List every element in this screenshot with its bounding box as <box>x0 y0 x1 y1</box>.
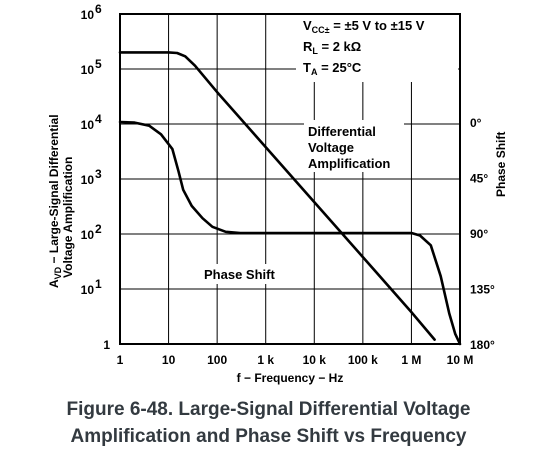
y-tick-exponent: 3 <box>95 167 102 181</box>
plot-frame <box>119 13 461 345</box>
x-tick-label: 10 <box>162 353 176 367</box>
x-axis-label: f − Frequency − Hz <box>237 371 344 385</box>
gain-series-label-line3: Amplification <box>308 156 390 171</box>
x-tick-label: 10 k <box>303 353 327 367</box>
y2-axis-label: Phase Shift <box>494 132 508 197</box>
condition-rl: RL = 2 kΩ <box>303 39 361 56</box>
figure-caption-line2: Amplification and Phase Shift vs Frequen… <box>70 426 467 447</box>
phase-series-label: Phase Shift <box>204 267 275 282</box>
y-tick-label: 10 <box>81 173 95 187</box>
conditions-box-background <box>296 14 458 82</box>
y2-tick-labels: 0° 45° 90° 135° 180° <box>470 116 495 352</box>
phase-series-line <box>118 120 462 346</box>
condition-vcc: VCC± = ±5 V to ±15 V <box>303 18 425 35</box>
y2-tick-label: 90° <box>470 227 488 241</box>
y-tick-exponent: 6 <box>95 2 102 16</box>
y-tick-label: 10 <box>81 63 95 77</box>
gain-series-line <box>118 51 436 341</box>
x-tick-label: 1 k <box>257 353 274 367</box>
y-tick-exponent: 4 <box>95 112 102 126</box>
phase-label-background <box>198 264 288 284</box>
y-tick-exponent: 1 <box>95 277 102 291</box>
x-tick-labels: 1 10 100 1 k 10 k 100 k 1 M 10 M <box>117 353 474 367</box>
gain-series-label-line2: Voltage <box>308 140 354 155</box>
y-tick-label: 1 <box>103 338 110 352</box>
x-tick-label: 100 <box>207 353 227 367</box>
gain-label-background <box>304 120 404 172</box>
y-tick-exponent: 2 <box>95 222 102 236</box>
y-tick-exponent: 5 <box>95 57 102 71</box>
y-tick-label: 10 <box>81 283 95 297</box>
condition-ta: TA = 25°C <box>303 60 362 77</box>
y2-tick-label: 0° <box>470 116 482 130</box>
series-lines <box>118 51 462 346</box>
y-axis-label-line2: Voltage Amplification <box>61 157 75 278</box>
y-tick-label: 10 <box>81 8 95 22</box>
figure-caption-line1: Figure 6-48. Large-Signal Differential V… <box>66 399 471 420</box>
y-tick-label: 10 <box>81 118 95 132</box>
y-axis-label-line1: AVD − Large-Signal Differential <box>47 114 63 288</box>
x-tick-label: 1 M <box>401 353 421 367</box>
x-tick-label: 100 k <box>348 353 378 367</box>
y2-tick-label: 45° <box>470 172 488 186</box>
y2-tick-label: 180° <box>470 338 495 352</box>
gain-series-label-line1: Differential <box>308 124 376 139</box>
y-tick-label: 10 <box>81 228 95 242</box>
x-tick-label: 10 M <box>447 353 474 367</box>
x-tick-label: 1 <box>117 353 124 367</box>
y2-tick-label: 135° <box>470 283 495 297</box>
